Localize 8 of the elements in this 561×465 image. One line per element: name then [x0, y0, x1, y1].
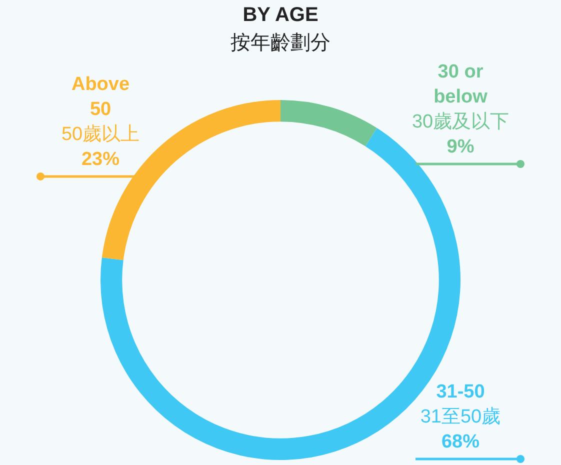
data-label: 23%	[81, 149, 120, 170]
slice-label: 31-50 31至50歲	[420, 382, 501, 428]
chart-subtitle: 按年齡劃分	[230, 31, 332, 56]
slice-label: Above 50 50歲以上	[61, 74, 140, 146]
data-label: 68%	[441, 432, 480, 453]
chart-title: BY AGE	[242, 4, 320, 27]
data-label: 9%	[446, 136, 474, 158]
slice-label: 30 or below 30歲及以下	[412, 62, 510, 133]
